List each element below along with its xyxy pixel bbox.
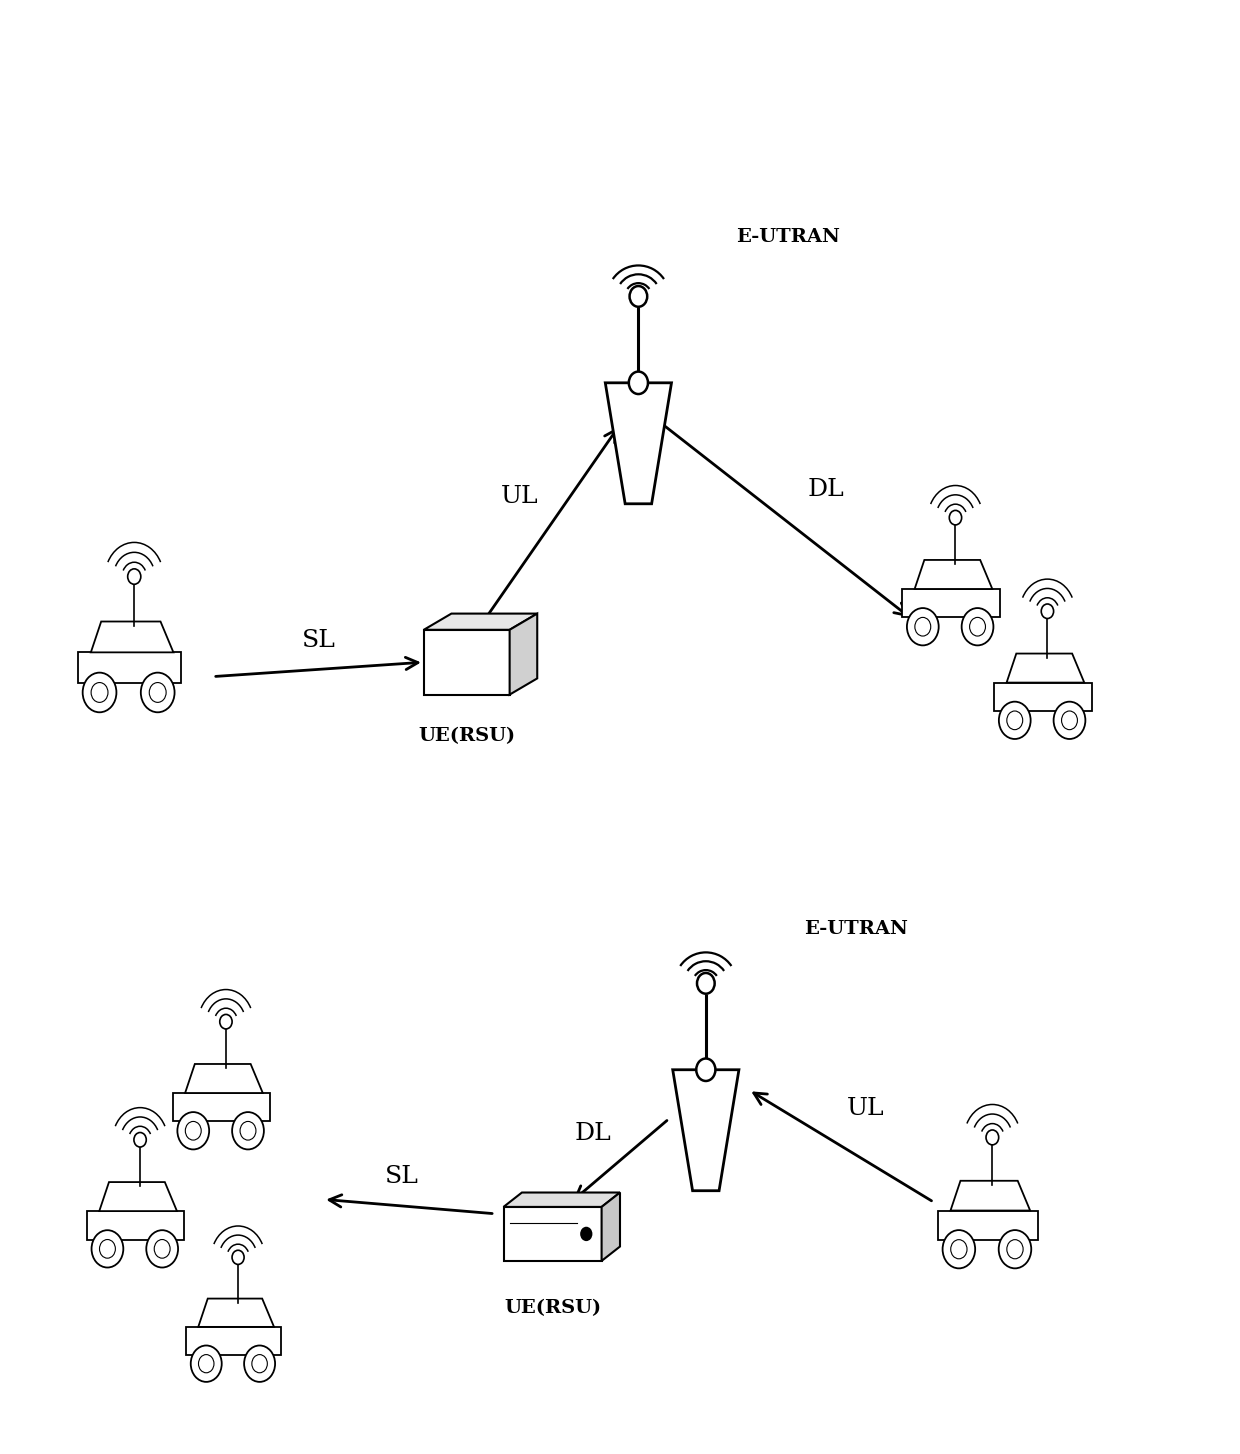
Polygon shape bbox=[99, 1182, 177, 1211]
Polygon shape bbox=[198, 1298, 274, 1328]
Polygon shape bbox=[503, 1192, 620, 1207]
Polygon shape bbox=[185, 1064, 263, 1093]
Circle shape bbox=[951, 1240, 967, 1259]
Circle shape bbox=[906, 608, 939, 646]
Text: UL: UL bbox=[847, 1098, 884, 1120]
Polygon shape bbox=[503, 1207, 601, 1261]
Text: UL: UL bbox=[501, 486, 538, 507]
Text: E-UTRAN: E-UTRAN bbox=[737, 228, 841, 246]
Text: SL: SL bbox=[384, 1165, 419, 1188]
Circle shape bbox=[134, 1133, 146, 1147]
Polygon shape bbox=[172, 1093, 270, 1121]
Circle shape bbox=[942, 1230, 975, 1268]
Circle shape bbox=[629, 372, 649, 394]
Circle shape bbox=[91, 682, 108, 702]
Circle shape bbox=[232, 1250, 244, 1265]
Circle shape bbox=[99, 1239, 115, 1258]
Polygon shape bbox=[91, 621, 174, 653]
Circle shape bbox=[232, 1112, 264, 1150]
Circle shape bbox=[998, 1230, 1032, 1268]
Text: DL: DL bbox=[807, 478, 844, 500]
Text: E-UTRAN: E-UTRAN bbox=[804, 919, 908, 938]
Polygon shape bbox=[939, 1211, 1038, 1240]
Circle shape bbox=[1042, 603, 1054, 618]
Polygon shape bbox=[510, 614, 537, 695]
Circle shape bbox=[950, 510, 962, 525]
Circle shape bbox=[999, 702, 1030, 739]
Polygon shape bbox=[601, 1192, 620, 1261]
Polygon shape bbox=[673, 1070, 739, 1191]
Polygon shape bbox=[424, 630, 510, 695]
Circle shape bbox=[241, 1121, 255, 1140]
Circle shape bbox=[92, 1230, 123, 1268]
Polygon shape bbox=[1007, 653, 1084, 682]
Circle shape bbox=[83, 673, 117, 712]
Circle shape bbox=[1054, 702, 1085, 739]
Circle shape bbox=[697, 973, 714, 993]
Circle shape bbox=[244, 1345, 275, 1381]
Circle shape bbox=[198, 1355, 215, 1373]
Text: UE(RSU): UE(RSU) bbox=[503, 1298, 601, 1317]
Circle shape bbox=[697, 1059, 715, 1080]
Text: DL: DL bbox=[574, 1121, 611, 1144]
Circle shape bbox=[1007, 1240, 1023, 1259]
Polygon shape bbox=[903, 589, 999, 618]
Polygon shape bbox=[424, 614, 537, 630]
Circle shape bbox=[252, 1355, 268, 1373]
Polygon shape bbox=[87, 1211, 185, 1239]
Polygon shape bbox=[78, 653, 181, 682]
Circle shape bbox=[128, 569, 141, 585]
Polygon shape bbox=[951, 1181, 1030, 1211]
Polygon shape bbox=[915, 560, 992, 589]
Circle shape bbox=[580, 1227, 593, 1242]
Circle shape bbox=[154, 1239, 170, 1258]
Circle shape bbox=[141, 673, 175, 712]
Circle shape bbox=[630, 286, 647, 307]
Circle shape bbox=[915, 618, 931, 635]
Text: UE(RSU): UE(RSU) bbox=[418, 727, 516, 744]
Circle shape bbox=[191, 1345, 222, 1381]
Circle shape bbox=[1007, 711, 1023, 730]
Circle shape bbox=[1061, 711, 1078, 730]
Circle shape bbox=[986, 1130, 998, 1144]
Circle shape bbox=[149, 682, 166, 702]
Circle shape bbox=[970, 618, 986, 635]
Circle shape bbox=[177, 1112, 210, 1150]
Polygon shape bbox=[186, 1328, 281, 1355]
Circle shape bbox=[146, 1230, 179, 1268]
Circle shape bbox=[185, 1121, 201, 1140]
Circle shape bbox=[962, 608, 993, 646]
Circle shape bbox=[219, 1015, 232, 1029]
Polygon shape bbox=[605, 382, 672, 503]
Polygon shape bbox=[994, 682, 1091, 711]
Text: SL: SL bbox=[301, 630, 335, 651]
